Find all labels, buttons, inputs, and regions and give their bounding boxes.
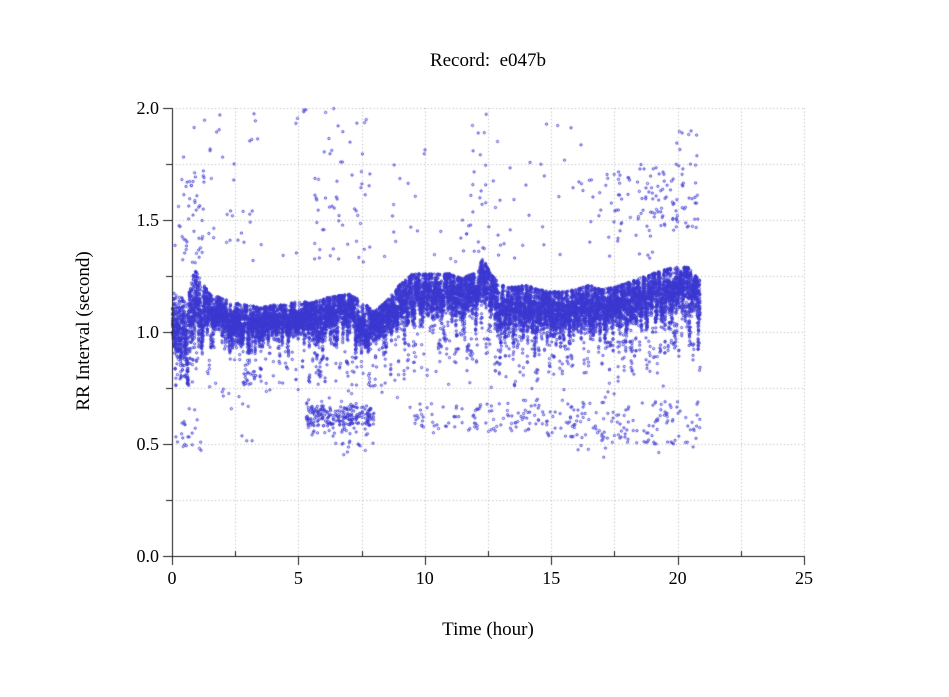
x-tick-label: 15 [542,568,561,588]
x-tick-label: 25 [795,568,813,588]
y-tick-label: 0.0 [136,546,160,566]
y-axis-title: RR Interval (second) [73,251,94,411]
x-tick-label: 0 [167,568,177,588]
x-tick-label: 5 [293,568,303,588]
chart-title: Record: e047b [429,50,547,71]
x-tick-label: 20 [668,568,687,588]
y-tick-label: 0.5 [136,434,160,454]
y-tick-label: 2.0 [136,98,160,118]
x-tick-label: 10 [415,568,434,588]
y-tick-label: 1.5 [136,210,160,230]
y-tick-label: 1.0 [136,322,160,342]
x-axis-title: Time (hour) [442,619,534,640]
